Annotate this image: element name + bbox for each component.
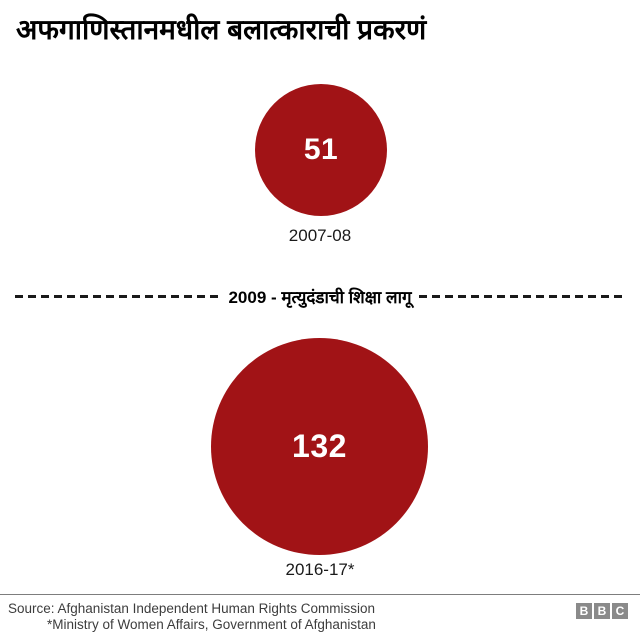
- bbc-logo-block-b2: B: [594, 603, 610, 619]
- page-title: अफगाणिस्तानमधील बलात्काराची प्रकरणं: [16, 14, 427, 45]
- footer-divider: [0, 594, 640, 595]
- bubble-2007-08-value: 51: [303, 133, 339, 166]
- bubble-2016-17-value: 132: [292, 428, 347, 464]
- event-separator: 2009 - मृत्युदंडाची शिक्षा लागू: [15, 282, 626, 310]
- bubble-2007-08: 51: [255, 84, 387, 216]
- source-credit: Source: Afghanistan Independent Human Ri…: [8, 601, 376, 633]
- dashed-line-left: [15, 294, 222, 298]
- bubble-2007-08-label: 2007-08: [288, 226, 352, 245]
- bubble-2016-17: 132: [211, 338, 428, 555]
- dashed-line-right: [418, 294, 626, 298]
- event-annotation: 2009 - मृत्युदंडाची शिक्षा लागू: [228, 287, 412, 307]
- source-line-2: *Ministry of Women Affairs, Government o…: [47, 617, 376, 632]
- bbc-logo: B B C: [576, 603, 628, 619]
- bbc-logo-block-c: C: [612, 603, 628, 619]
- source-line-1: Source: Afghanistan Independent Human Ri…: [8, 601, 375, 616]
- bbc-logo-block-b1: B: [576, 603, 592, 619]
- bubble-2016-17-label: 2016-17*: [285, 560, 355, 579]
